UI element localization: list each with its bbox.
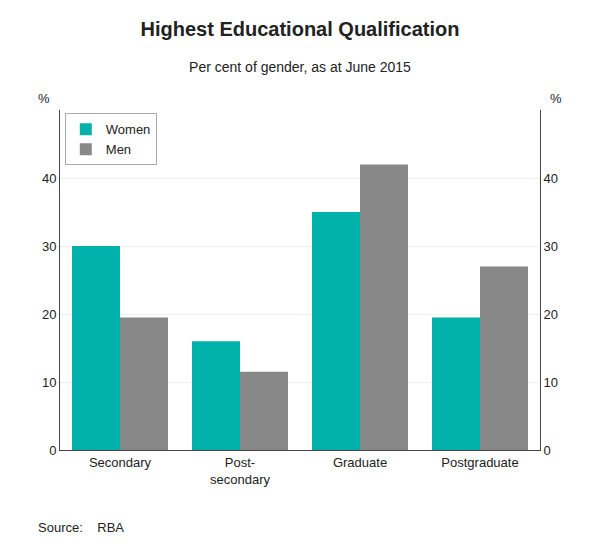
svg-text:Source: RBA: Source: RBA [38,520,124,535]
svg-text:40: 40 [544,171,558,186]
svg-text:10: 10 [544,375,558,390]
svg-text:Per cent of gender, as at June: Per cent of gender, as at June 2015 [189,59,411,75]
svg-text:0: 0 [49,443,56,458]
svg-text:30: 30 [544,239,558,254]
svg-text:Secondary: Secondary [89,455,152,470]
svg-text:0: 0 [544,443,551,458]
svg-text:Highest Educational Qualificat: Highest Educational Qualification [141,18,460,40]
svg-text:Graduate: Graduate [333,455,387,470]
svg-text:20: 20 [42,307,56,322]
svg-text:%: % [550,91,562,106]
svg-text:Post-secondary: Post-secondary [210,455,270,487]
svg-text:Men: Men [106,142,131,157]
svg-text:Women: Women [106,122,151,137]
svg-text:30: 30 [42,239,56,254]
svg-text:%: % [38,91,50,106]
svg-text:40: 40 [42,171,56,186]
svg-text:Postgraduate: Postgraduate [441,455,518,470]
svg-text:20: 20 [544,307,558,322]
svg-text:10: 10 [42,375,56,390]
